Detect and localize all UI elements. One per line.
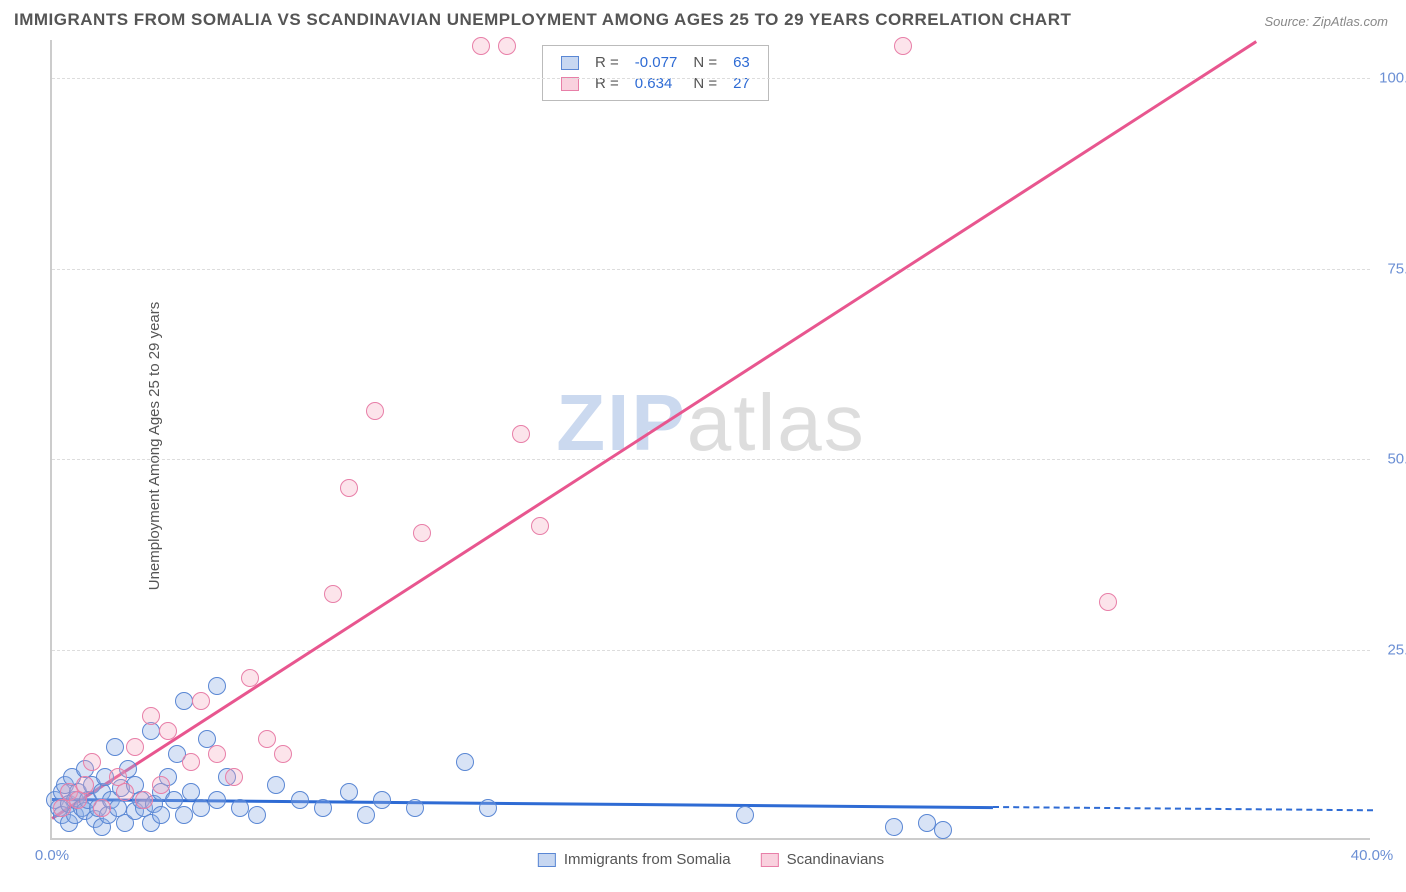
- data-point: [456, 753, 474, 771]
- legend-label: Immigrants from Somalia: [564, 851, 731, 868]
- data-point: [894, 37, 912, 55]
- n-value: 63: [725, 52, 758, 73]
- n-label: N =: [685, 73, 725, 94]
- data-point: [192, 799, 210, 817]
- trend-line-extrapolated: [992, 806, 1372, 811]
- data-point: [76, 776, 94, 794]
- data-point: [274, 745, 292, 763]
- data-point: [135, 791, 153, 809]
- plot-area: ZIPatlas R =-0.077N =63R =0.634N =27 Imm…: [50, 40, 1370, 840]
- legend-swatch: [538, 853, 556, 867]
- data-point: [152, 806, 170, 824]
- data-point: [357, 806, 375, 824]
- data-point: [106, 738, 124, 756]
- data-point: [208, 791, 226, 809]
- legend-row: R =-0.077N =63: [553, 52, 758, 73]
- legend-label: Scandinavians: [787, 851, 885, 868]
- data-point: [231, 799, 249, 817]
- legend-item: Scandinavians: [761, 851, 885, 868]
- trend-line: [51, 40, 1257, 819]
- data-point: [241, 669, 259, 687]
- data-point: [918, 814, 936, 832]
- gridline-horizontal: [52, 269, 1370, 270]
- data-point: [175, 692, 193, 710]
- data-point: [225, 768, 243, 786]
- data-point: [152, 776, 170, 794]
- data-point: [340, 783, 358, 801]
- data-point: [159, 722, 177, 740]
- legend-swatch: [761, 853, 779, 867]
- data-point: [479, 799, 497, 817]
- data-point: [291, 791, 309, 809]
- gridline-horizontal: [52, 459, 1370, 460]
- data-point: [934, 821, 952, 839]
- data-point: [267, 776, 285, 794]
- data-point: [498, 37, 516, 55]
- data-point: [83, 753, 101, 771]
- gridline-horizontal: [52, 650, 1370, 651]
- y-tick-label: 50.0%: [1387, 451, 1406, 468]
- data-point: [175, 806, 193, 824]
- data-point: [208, 745, 226, 763]
- r-label: R =: [587, 52, 627, 73]
- data-point: [324, 585, 342, 603]
- data-point: [885, 818, 903, 836]
- data-point: [736, 806, 754, 824]
- data-point: [192, 692, 210, 710]
- data-point: [314, 799, 332, 817]
- n-value: 27: [725, 73, 758, 94]
- n-label: N =: [685, 52, 725, 73]
- data-point: [1099, 593, 1117, 611]
- data-point: [142, 707, 160, 725]
- y-tick-label: 75.0%: [1387, 260, 1406, 277]
- data-point: [248, 806, 266, 824]
- data-point: [413, 524, 431, 542]
- data-point: [116, 783, 134, 801]
- chart-title: IMMIGRANTS FROM SOMALIA VS SCANDINAVIAN …: [14, 10, 1071, 30]
- gridline-horizontal: [52, 78, 1370, 79]
- legend-swatch: [561, 77, 579, 91]
- data-point: [182, 753, 200, 771]
- series-legend: Immigrants from Somalia Scandinavians: [538, 851, 884, 868]
- data-point: [531, 517, 549, 535]
- y-tick-label: 100.0%: [1379, 70, 1406, 87]
- y-tick-label: 25.0%: [1387, 641, 1406, 658]
- data-point: [366, 402, 384, 420]
- data-point: [373, 791, 391, 809]
- r-value: -0.077: [627, 52, 686, 73]
- source-attribution: Source: ZipAtlas.com: [1264, 14, 1388, 29]
- x-tick-label: 0.0%: [35, 847, 69, 864]
- legend-swatch: [561, 56, 579, 70]
- data-point: [340, 479, 358, 497]
- data-point: [208, 677, 226, 695]
- data-point: [406, 799, 424, 817]
- legend-row: R =0.634N =27: [553, 73, 758, 94]
- data-point: [512, 425, 530, 443]
- data-point: [258, 730, 276, 748]
- x-tick-label: 40.0%: [1351, 847, 1394, 864]
- data-point: [126, 738, 144, 756]
- r-label: R =: [587, 73, 627, 94]
- r-value: 0.634: [627, 73, 686, 94]
- data-point: [93, 799, 111, 817]
- correlation-legend: R =-0.077N =63R =0.634N =27: [542, 45, 769, 101]
- data-point: [472, 37, 490, 55]
- legend-item: Immigrants from Somalia: [538, 851, 731, 868]
